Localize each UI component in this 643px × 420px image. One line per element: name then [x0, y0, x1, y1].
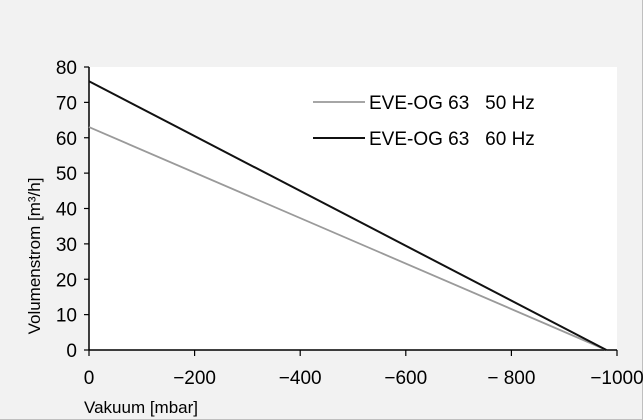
y-tick-label: 30 [56, 235, 77, 256]
y-tick-label: 80 [56, 58, 77, 79]
y-tick-label: 70 [56, 93, 77, 114]
x-tick-label: −600 [384, 368, 427, 389]
x-tick-label: −200 [173, 368, 216, 389]
series-line-60hz [88, 80, 607, 351]
y-tick-label: 40 [56, 200, 77, 221]
y-tick-label: 60 [56, 129, 77, 150]
x-axis-title: Vakuum [mbar] [84, 398, 198, 417]
legend-label: EVE-OG 63 50 Hz [369, 93, 535, 114]
y-tick-label: 20 [56, 270, 77, 291]
y-tick-label: 50 [56, 164, 77, 185]
x-tick-label: −1000 [590, 368, 643, 389]
y-axis-title: Volumenstrom [m³/h] [25, 178, 44, 335]
x-tick-label: − 800 [487, 368, 535, 389]
plot-area [89, 67, 617, 350]
y-tick-label: 0 [66, 341, 77, 362]
x-tick-label: −400 [279, 368, 322, 389]
y-tick-label: 10 [56, 306, 77, 327]
legend-label: EVE-OG 63 60 Hz [369, 129, 535, 150]
x-tick-label: 0 [84, 368, 95, 389]
series-line-50hz [88, 126, 607, 351]
